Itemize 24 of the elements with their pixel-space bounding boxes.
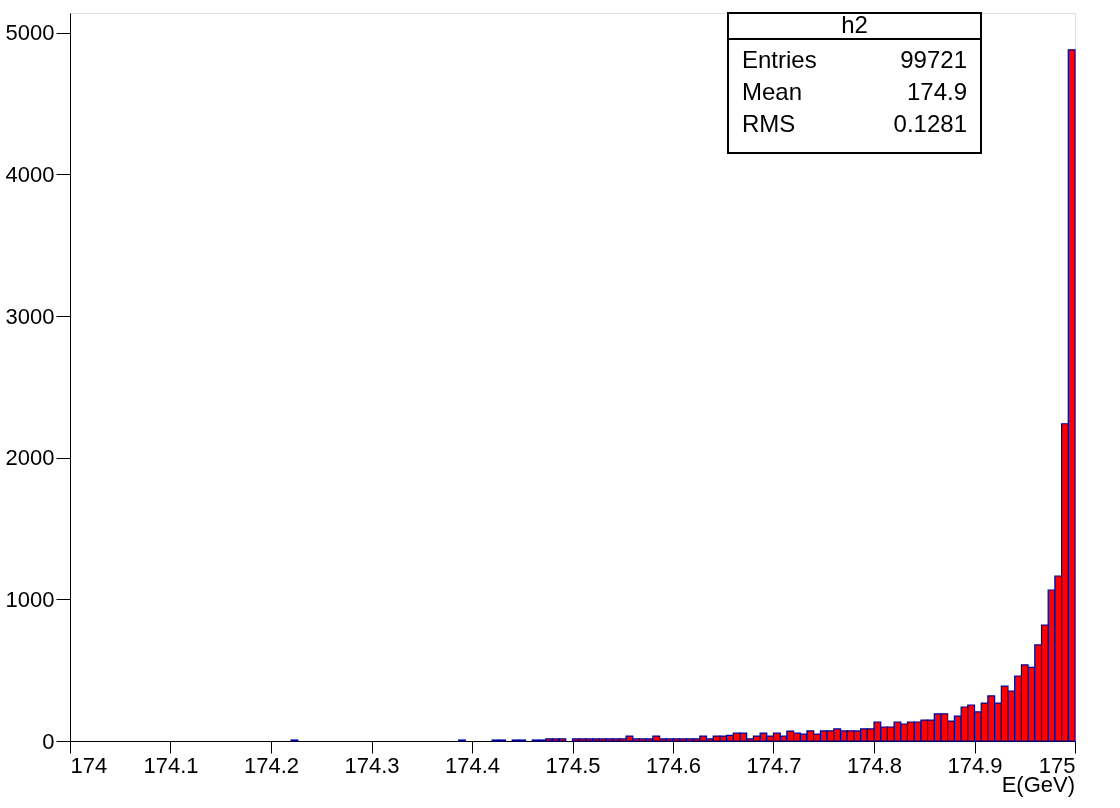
annotation: 99721 (900, 46, 967, 73)
annotation: RMS (742, 110, 796, 137)
x-tick-label: 174.2 (243, 752, 300, 778)
annotation: 0.1281 (893, 110, 967, 137)
x-tick-label: 174.9 (947, 752, 1003, 778)
y-tick-label: 5000 (5, 20, 55, 46)
annotation: h2 (841, 11, 868, 38)
y-tick-label: 3000 (5, 303, 55, 329)
x-tick-label: 174.8 (846, 752, 903, 778)
x-tick-label: 174.3 (344, 752, 400, 778)
x-tick-label: 174.6 (645, 752, 702, 778)
annotation: Entries (742, 46, 817, 73)
y-tick-label: 0 (42, 728, 55, 754)
x-tick-label: 174.7 (746, 752, 802, 778)
x-tick-label: 174.1 (143, 752, 199, 778)
x-tick-label: 174.4 (444, 752, 501, 778)
x-axis-title: E(GeV) (1001, 772, 1075, 797)
x-tick-label: 174.5 (545, 752, 601, 778)
annotation: 174.9 (906, 78, 967, 105)
annotation: Mean (742, 78, 803, 105)
y-tick-label: 2000 (5, 445, 55, 471)
y-tick-label: 1000 (5, 586, 55, 612)
y-tick-label: 4000 (5, 161, 55, 187)
x-tick-label: 174 (70, 752, 108, 778)
